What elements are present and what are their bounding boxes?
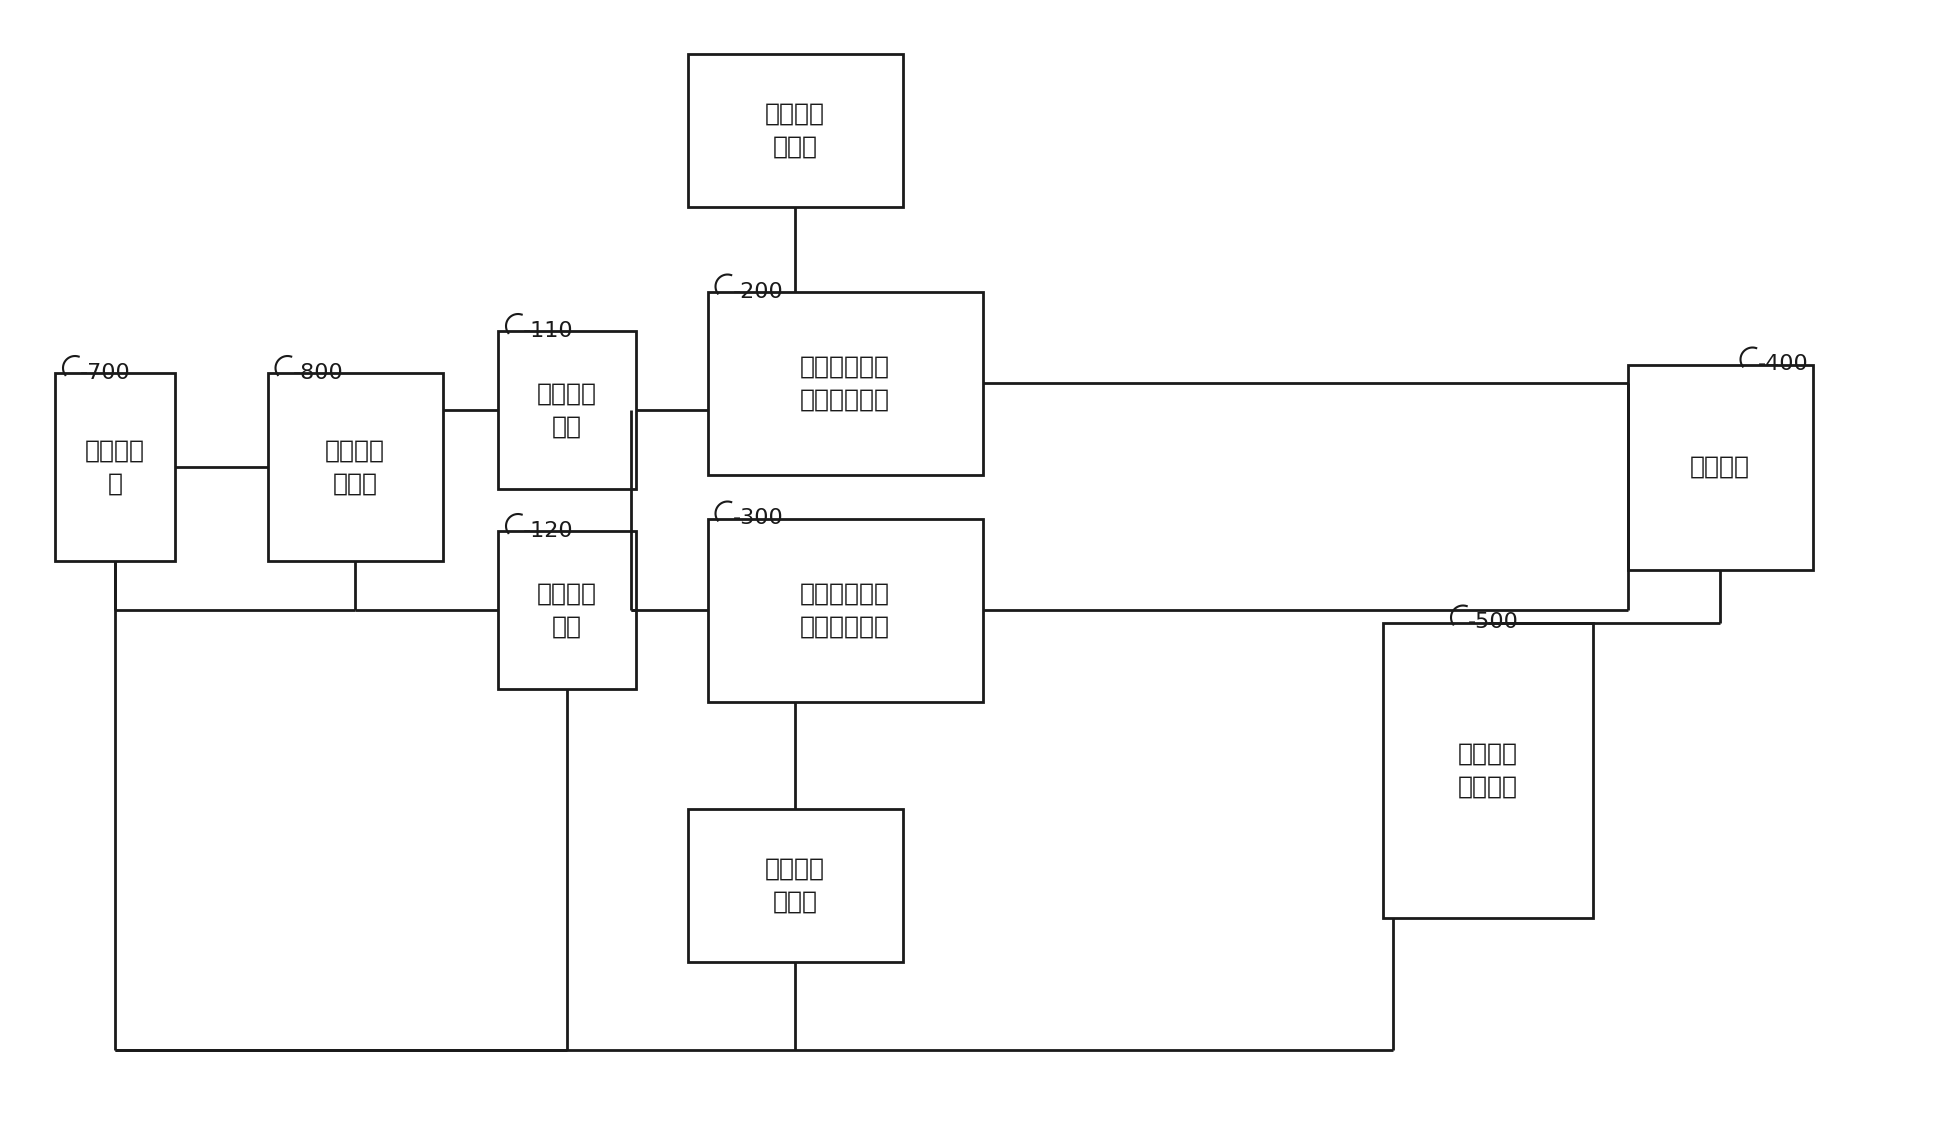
Text: 正极输入
端子: 正极输入 端子 bbox=[538, 381, 598, 439]
Text: 负载自动
调整电路: 负载自动 调整电路 bbox=[1458, 741, 1518, 799]
FancyBboxPatch shape bbox=[708, 292, 982, 474]
FancyBboxPatch shape bbox=[267, 373, 443, 561]
Text: 第二被检
电能表: 第二被检 电能表 bbox=[766, 856, 826, 914]
Text: 开关模块: 开关模块 bbox=[1690, 455, 1750, 479]
Text: 交流标准
电能表: 交流标准 电能表 bbox=[325, 438, 385, 496]
Text: -200: -200 bbox=[733, 282, 783, 301]
Text: 第一被检
电能表: 第一被检 电能表 bbox=[766, 101, 826, 158]
Text: -120: -120 bbox=[522, 521, 574, 542]
Text: -400: -400 bbox=[1758, 355, 1808, 375]
FancyBboxPatch shape bbox=[687, 808, 903, 961]
Text: 第一直流偶次
谐波电流回路: 第一直流偶次 谐波电流回路 bbox=[801, 355, 890, 412]
Text: 负极输入
端子: 负极输入 端子 bbox=[538, 581, 598, 638]
FancyBboxPatch shape bbox=[497, 331, 636, 489]
FancyBboxPatch shape bbox=[54, 373, 174, 561]
Text: 交流功率
源: 交流功率 源 bbox=[85, 438, 145, 496]
Text: -110: -110 bbox=[522, 321, 574, 341]
Text: -800: -800 bbox=[292, 363, 342, 383]
FancyBboxPatch shape bbox=[687, 54, 903, 206]
Text: -300: -300 bbox=[733, 508, 783, 529]
Text: -500: -500 bbox=[1468, 612, 1518, 633]
FancyBboxPatch shape bbox=[497, 531, 636, 689]
FancyBboxPatch shape bbox=[1628, 365, 1812, 570]
Text: -700: -700 bbox=[79, 363, 132, 383]
Text: 第二直流偶次
谐波电流回路: 第二直流偶次 谐波电流回路 bbox=[801, 581, 890, 638]
FancyBboxPatch shape bbox=[708, 519, 982, 701]
FancyBboxPatch shape bbox=[1383, 622, 1594, 918]
